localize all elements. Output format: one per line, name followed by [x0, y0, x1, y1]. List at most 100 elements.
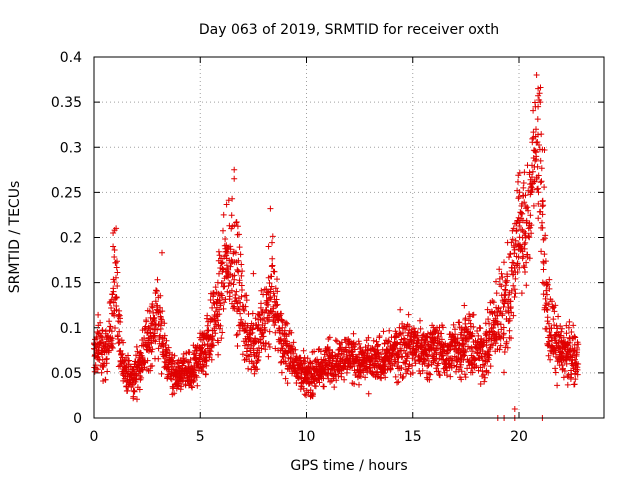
- data-point: [510, 312, 517, 319]
- data-point: [267, 205, 274, 212]
- data-point: [378, 375, 385, 382]
- data-point: [534, 116, 541, 123]
- data-point: [188, 383, 195, 390]
- data-point: [171, 352, 178, 359]
- data-point: [267, 286, 274, 293]
- data-point: [517, 209, 524, 216]
- data-point: [252, 339, 259, 346]
- data-point: [216, 252, 223, 259]
- data-point: [537, 157, 544, 164]
- data-point: [472, 356, 479, 363]
- data-point: [224, 250, 231, 256]
- data-point: [177, 374, 184, 381]
- data-point: [545, 352, 552, 359]
- data-point: [265, 341, 272, 347]
- data-point: [565, 324, 572, 331]
- data-point: [507, 298, 514, 305]
- data-point: [515, 195, 522, 202]
- data-point: [506, 315, 513, 322]
- data-point: [310, 391, 316, 398]
- data-point: [137, 349, 143, 356]
- data-point: [229, 195, 236, 202]
- data-point: [470, 323, 477, 330]
- data-point: [116, 328, 123, 335]
- data-point: [112, 259, 119, 266]
- data-point: [414, 329, 421, 336]
- data-point: [484, 306, 491, 313]
- data-point: [546, 285, 553, 292]
- data-point: [534, 163, 541, 170]
- data-point: [469, 348, 476, 355]
- y-axis-label: SRMTID / TECUs: [7, 181, 23, 294]
- data-point: [155, 355, 162, 362]
- data-point: [231, 166, 238, 173]
- data-point: [254, 358, 261, 364]
- data-point: [548, 334, 555, 341]
- data-point: [385, 346, 391, 353]
- data-point: [503, 338, 510, 345]
- data-point: [414, 332, 421, 339]
- data-point: [523, 259, 530, 266]
- data-point: [486, 352, 493, 359]
- data-point: [202, 371, 209, 377]
- data-point: [171, 390, 178, 397]
- data-point: [493, 278, 499, 285]
- data-point: [527, 176, 534, 183]
- data-point: [515, 178, 521, 185]
- data-point: [417, 317, 423, 324]
- data-point: [230, 303, 237, 310]
- data-point: [446, 347, 453, 354]
- data-point: [365, 390, 372, 397]
- data-point: [511, 294, 518, 300]
- data-point: [533, 72, 540, 78]
- data-point: [218, 260, 225, 267]
- data-point: [284, 320, 291, 327]
- data-point: [557, 332, 564, 339]
- data-point: [415, 338, 422, 344]
- data-point: [501, 259, 507, 266]
- data-point: [465, 317, 472, 324]
- data-point: [215, 339, 222, 346]
- data-point: [450, 321, 457, 328]
- data-point: [357, 346, 363, 352]
- data-point: [512, 290, 519, 297]
- data-point: [277, 337, 284, 343]
- data-point: [406, 323, 413, 330]
- data-point: [385, 337, 392, 344]
- data-point: [419, 367, 426, 374]
- data-point: [274, 288, 281, 295]
- data-point: [570, 322, 577, 329]
- data-point: [481, 362, 488, 369]
- data-point: [552, 369, 559, 376]
- data-point: [395, 351, 402, 358]
- data-point: [538, 248, 545, 255]
- data-point: [132, 378, 139, 385]
- data-point: [474, 328, 481, 334]
- y-tick-label: 0.05: [51, 366, 82, 382]
- data-point: [475, 367, 482, 374]
- data-point: [149, 304, 156, 311]
- data-point: [269, 239, 275, 246]
- data-point: [356, 381, 362, 388]
- data-point: [478, 353, 485, 360]
- data-point: [113, 294, 120, 301]
- data-point: [504, 344, 511, 351]
- data-point: [566, 318, 573, 325]
- data-point: [233, 288, 240, 295]
- data-point: [326, 334, 333, 341]
- data-point: [256, 349, 263, 356]
- data-point: [558, 325, 565, 332]
- data-point: [538, 131, 545, 138]
- data-point: [167, 375, 174, 382]
- data-point: [569, 352, 576, 359]
- data-point: [207, 348, 214, 355]
- data-point: [378, 351, 385, 358]
- data-point: [228, 212, 235, 219]
- data-point: [133, 343, 140, 350]
- data-point: [326, 346, 333, 353]
- data-point: [292, 346, 299, 353]
- data-point: [144, 357, 151, 364]
- data-point: [555, 313, 562, 320]
- data-point: [218, 335, 225, 342]
- data-point: [537, 99, 544, 106]
